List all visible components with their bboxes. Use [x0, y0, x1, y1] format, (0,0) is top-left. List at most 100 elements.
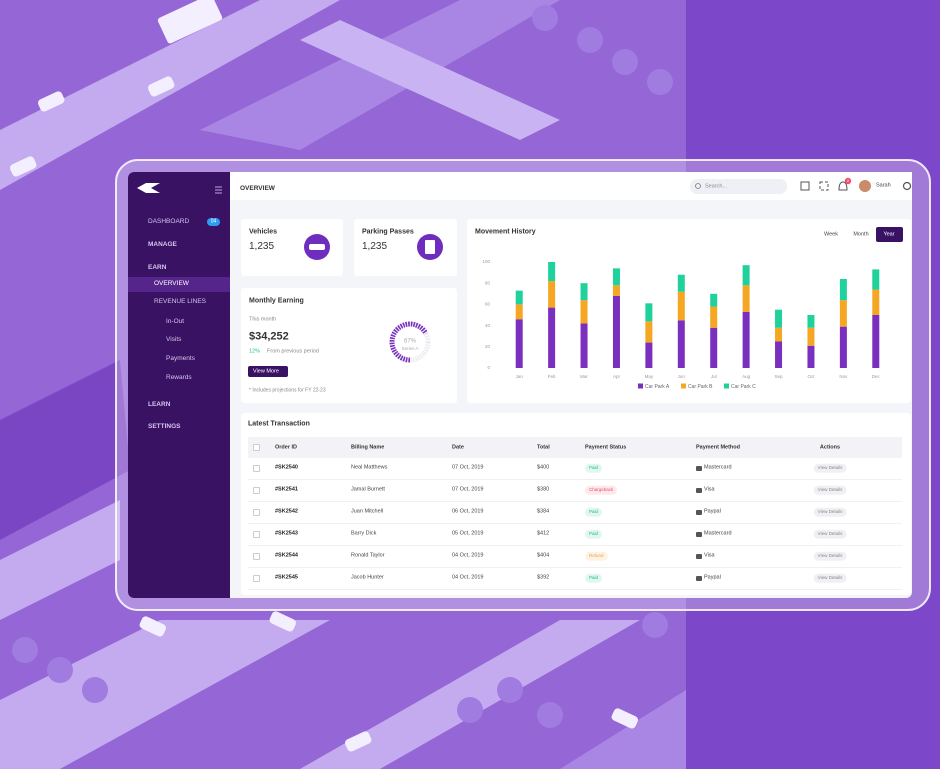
view-details-button[interactable]: View Details	[813, 485, 847, 495]
payment-method: Paypal	[704, 508, 721, 515]
payment-method: Paypal	[704, 574, 721, 581]
cell: 07 Oct, 2019	[452, 486, 484, 493]
submenu-item[interactable]: Payments	[166, 354, 195, 362]
card-value: 1,235	[249, 241, 275, 252]
status-pill: Paid	[585, 529, 603, 539]
submenu-item[interactable]: In-Out	[166, 317, 185, 325]
view-details-button[interactable]: View Details	[813, 573, 847, 583]
sidebar	[128, 172, 230, 598]
earning-change-text: From previous period	[267, 348, 319, 355]
car	[37, 91, 65, 112]
car	[269, 611, 297, 632]
road	[0, 620, 330, 769]
cell: $400	[537, 464, 550, 471]
view-details-button[interactable]: View Details	[813, 529, 847, 539]
bell-icon[interactable]	[838, 181, 848, 191]
cars	[9, 0, 639, 752]
status-pill: Paid	[585, 507, 603, 517]
tree	[457, 697, 483, 723]
menu-badge-text: 04	[210, 218, 217, 225]
cell: Jacob Hunter	[351, 574, 384, 581]
order-id: #SK2540	[275, 464, 298, 471]
parking-lot	[560, 690, 686, 769]
qr-icon[interactable]	[800, 181, 810, 191]
view-more-label[interactable]: View More	[253, 367, 279, 374]
cell: 07 Oct, 2019	[452, 464, 484, 471]
trees	[12, 5, 673, 728]
submenu-item[interactable]: Visits	[166, 335, 182, 343]
menu-item[interactable]: LEARN	[148, 400, 171, 408]
status-pill: Refund	[585, 551, 608, 561]
range-button-active[interactable]	[876, 227, 903, 242]
fullscreen-icon[interactable]	[819, 181, 829, 191]
view-more-button[interactable]	[248, 366, 288, 377]
payment-method: Mastercard	[704, 530, 732, 537]
card	[241, 219, 343, 276]
menu-item[interactable]: DASHBOARD	[148, 217, 190, 225]
tree	[12, 637, 38, 663]
menu-item[interactable]: MANAGE	[148, 240, 177, 248]
submenu-item[interactable]: REVENUE LINES	[154, 297, 207, 305]
checkbox[interactable]	[253, 574, 260, 582]
payment-method: Mastercard	[704, 464, 732, 471]
cell: $392	[537, 574, 550, 581]
tree	[82, 677, 108, 703]
car	[9, 156, 37, 177]
search-box[interactable]	[690, 179, 787, 194]
order-id: #SK2545	[275, 574, 298, 581]
payment-method: Visa	[704, 486, 715, 493]
view-details-button[interactable]: View Details	[813, 507, 847, 517]
settings-icon[interactable]	[902, 181, 912, 191]
hamburger-icon	[215, 186, 222, 194]
cell: 04 Oct, 2019	[452, 552, 484, 559]
cell: $412	[537, 530, 550, 537]
card-title: Parking Passes	[362, 228, 414, 236]
car-icon	[309, 244, 325, 250]
card-value: 1,235	[362, 241, 388, 252]
checkbox[interactable]	[253, 552, 260, 560]
cell: $384	[537, 508, 550, 515]
cell: Juan Mitchell	[351, 508, 384, 515]
card-title: Monthly Earning	[249, 297, 304, 305]
checkbox[interactable]	[253, 486, 260, 494]
card-icon	[696, 487, 702, 493]
order-id: #SK2544	[275, 552, 298, 559]
menu-item[interactable]: EARN	[148, 263, 167, 271]
checkbox[interactable]	[253, 444, 260, 451]
range-button[interactable]: Month	[853, 230, 869, 237]
range-button[interactable]: Week	[824, 230, 838, 237]
submenu-item[interactable]: Rewards	[166, 373, 192, 381]
checkbox[interactable]	[253, 508, 260, 516]
car	[611, 708, 639, 729]
tree	[497, 677, 523, 703]
card	[354, 219, 457, 276]
earning-period: This month	[249, 316, 277, 323]
card-title: Vehicles	[249, 228, 278, 236]
avatar[interactable]	[859, 180, 871, 192]
search-placeholder[interactable]: Search...	[705, 182, 728, 189]
car	[139, 616, 167, 637]
view-details-button[interactable]: View Details	[813, 551, 847, 561]
range-button[interactable]: Year	[883, 230, 895, 237]
notification-count: 2	[846, 178, 850, 183]
status-pill: Paid	[585, 573, 603, 583]
tree	[577, 27, 603, 53]
column-header: Payment Method	[696, 443, 741, 450]
cell: $380	[537, 486, 550, 493]
cell: 04 Oct, 2019	[452, 574, 484, 581]
column-header: Date	[452, 443, 464, 450]
checkbox[interactable]	[253, 530, 260, 538]
cell: Neal Matthews	[351, 464, 388, 471]
road	[300, 620, 640, 769]
menu-item[interactable]: SETTINGS	[148, 422, 181, 430]
view-details-button[interactable]: View Details	[813, 463, 847, 473]
user-name[interactable]: Sarah	[876, 182, 891, 189]
notification-badge	[844, 177, 852, 185]
checkbox[interactable]	[253, 464, 260, 472]
cell: Jamal Burnett	[351, 486, 385, 493]
chart-title: Movement History	[475, 228, 536, 236]
submenu-item[interactable]: OVERVIEW	[154, 279, 189, 287]
status-pill: Paid	[585, 463, 603, 473]
earning-note: * Includes projections for FY 22-23	[249, 387, 326, 394]
